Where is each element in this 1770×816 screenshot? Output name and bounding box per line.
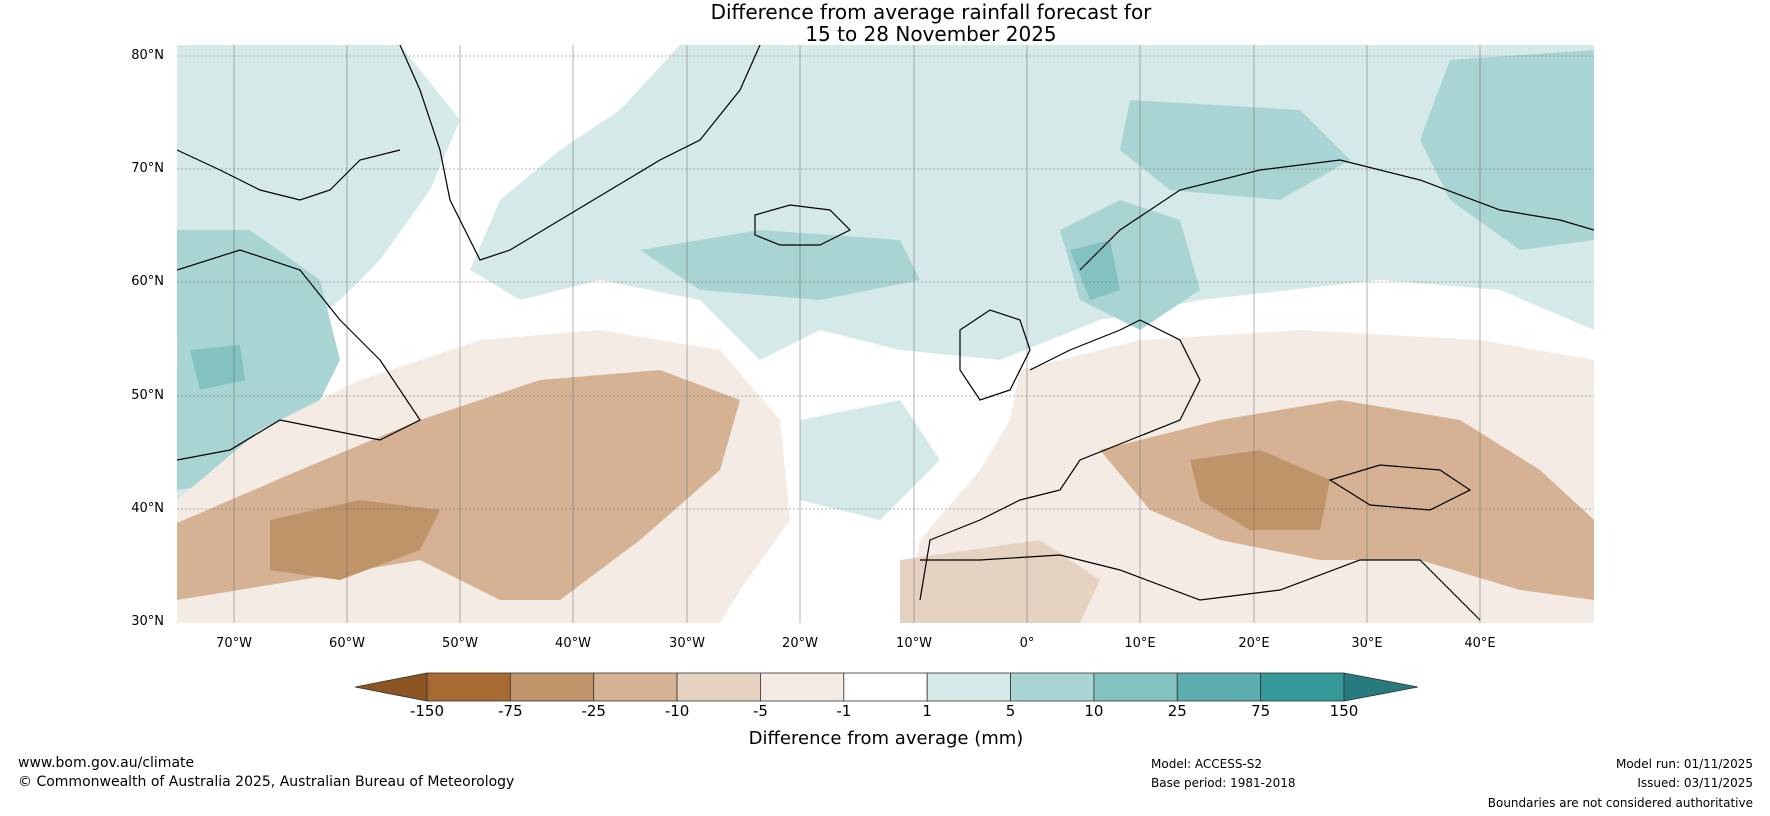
lon-label: 30°W	[669, 636, 705, 651]
lon-label: 20°E	[1238, 636, 1270, 651]
colorbar-title: Difference from average (mm)	[748, 728, 1024, 749]
colorbar-tick-label: -150	[409, 702, 445, 720]
colorbar-tick-label: -75	[498, 702, 523, 720]
dry-region-balkans	[1190, 450, 1330, 530]
colorbar-tick-label: -1	[836, 702, 852, 720]
lon-label: 70°W	[216, 636, 252, 651]
colorbar-extend-low	[354, 672, 428, 702]
colorbar-bin	[1260, 672, 1345, 702]
lat-label: 60°N	[131, 274, 164, 289]
colorbar-tick-label: 25	[1167, 702, 1187, 720]
lat-label: 50°N	[131, 388, 164, 403]
colorbar-bins	[426, 672, 1345, 702]
wet-region-iceland-south	[640, 230, 920, 300]
europe-coast	[919, 319, 1201, 601]
lon-label: 60°W	[329, 636, 365, 651]
colorbar-tick-label: 1	[922, 702, 932, 720]
colorbar-tick-label: -25	[581, 702, 606, 720]
wet-region-barents	[1420, 50, 1594, 250]
colorbar-tick-label: 75	[1251, 702, 1271, 720]
issued-date: Issued: 03/11/2025	[1637, 776, 1753, 790]
dry-region-europe-mid	[1100, 400, 1594, 600]
colorbar-tick-label: 5	[1005, 702, 1016, 720]
graticule	[177, 45, 1594, 623]
lon-label: 50°W	[442, 636, 478, 651]
dry-region-atlantic-core	[270, 500, 440, 580]
lon-label: 10°W	[896, 636, 932, 651]
lat-label: 40°N	[131, 501, 164, 516]
lon-label: 40°E	[1464, 636, 1496, 651]
lat-label: 80°N	[131, 48, 164, 63]
lon-label: 20°W	[782, 636, 818, 651]
model-run-date: Model run: 01/11/2025	[1615, 757, 1753, 771]
greenland-coast	[399, 45, 761, 261]
colorbar-bin	[509, 672, 595, 702]
lon-label: 40°W	[555, 636, 591, 651]
website-link[interactable]: www.bom.gov.au/climate	[18, 755, 195, 771]
colorbar-bin	[760, 672, 845, 702]
colorbar-bin	[676, 672, 761, 702]
labrador-coast	[177, 249, 421, 461]
anomaly-regions	[177, 45, 1594, 623]
lon-label: 30°E	[1351, 636, 1383, 651]
mediterranean-south	[920, 554, 1481, 621]
lon-label: 10°E	[1124, 636, 1156, 651]
colorbar-tick-label: 150	[1329, 702, 1359, 720]
colorbar-extend-high	[1343, 672, 1419, 702]
lat-label: 70°N	[131, 161, 164, 176]
colorbar-tick-label: -5	[752, 702, 768, 720]
lat-label: 30°N	[131, 614, 164, 629]
colorbar-bin	[843, 672, 928, 702]
lon-label: 0°	[1019, 636, 1035, 651]
model-name: Model: ACCESS-S2	[1151, 757, 1263, 771]
dry-region-north-africa	[900, 540, 1100, 623]
scandinavia-coast	[1079, 159, 1594, 271]
wet-region-azores	[800, 400, 940, 520]
wet-region-labrador-core	[190, 345, 245, 390]
british-isles	[959, 309, 1031, 401]
base-period: Base period: 1981-2018	[1151, 776, 1296, 790]
colorbar-bin	[426, 672, 511, 702]
colorbar-bin	[926, 672, 1011, 702]
map-title-line1: Difference from average rainfall forecas…	[710, 0, 1152, 24]
copyright-notice: © Commonwealth of Australia 2025, Austra…	[18, 774, 515, 790]
colorbar-bin	[1093, 672, 1178, 702]
coastlines	[177, 45, 1594, 621]
boundaries-disclaimer: Boundaries are not considered authoritat…	[1487, 796, 1753, 810]
black-sea	[1328, 464, 1472, 511]
colorbar-bin	[1176, 672, 1262, 702]
colorbar-tick-label: -10	[664, 702, 690, 720]
colorbar-tick-label: 10	[1084, 702, 1104, 720]
wet-region-norway-core	[1070, 240, 1120, 300]
colorbar-bin	[593, 672, 678, 702]
colorbar-bin	[1010, 672, 1095, 702]
wet-region-arctic-core	[1120, 100, 1350, 200]
greenland-west-coast	[177, 149, 401, 201]
iceland-coast	[754, 204, 852, 246]
map-title-line2: 15 to 28 November 2025	[805, 22, 1057, 46]
